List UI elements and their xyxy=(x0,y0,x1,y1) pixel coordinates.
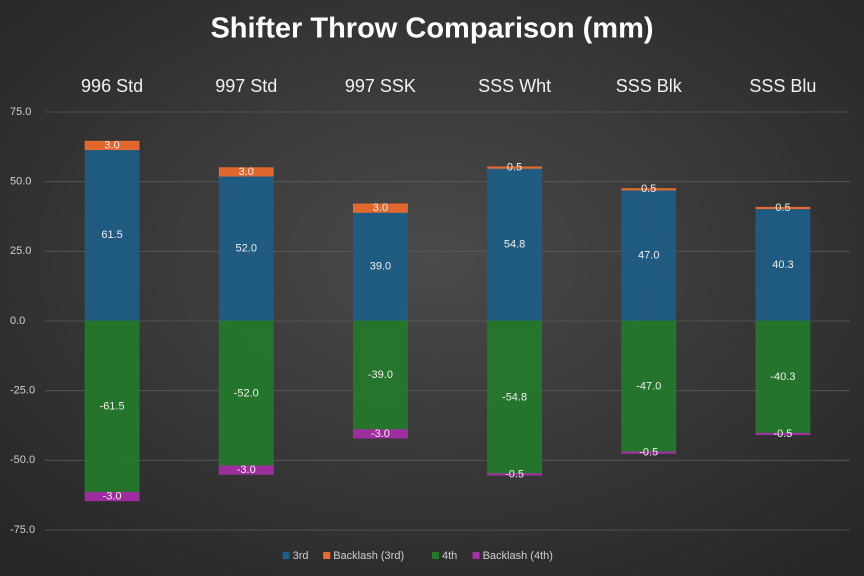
category-label: SSS Wht xyxy=(478,76,551,96)
bar-segment xyxy=(218,320,274,467)
data-label: 54.8 xyxy=(504,239,525,251)
data-label: 39.0 xyxy=(370,261,391,273)
bar-segment xyxy=(353,320,408,431)
bar-segment xyxy=(353,429,408,439)
bar-segment xyxy=(755,208,811,322)
legend-swatch xyxy=(282,552,290,559)
data-label: -61.5 xyxy=(100,401,125,413)
bar-segment xyxy=(487,320,542,475)
y-tick-label: 75.0 xyxy=(10,106,31,118)
data-label: 61.5 xyxy=(101,229,122,241)
data-label: 47.0 xyxy=(638,249,659,261)
bar-segment xyxy=(84,320,140,493)
bar-segment xyxy=(755,206,811,210)
data-label: -52.0 xyxy=(234,387,259,399)
category-label: SSS Blk xyxy=(616,76,683,96)
legend-label: 3rd xyxy=(293,550,309,562)
category-label: SSS Blu xyxy=(749,76,816,96)
category-label: 997 SSK xyxy=(345,76,416,96)
data-label: 52.0 xyxy=(236,242,257,254)
bar-segment xyxy=(487,166,542,169)
y-tick-label: -25.0 xyxy=(10,385,35,397)
data-label: -47.0 xyxy=(636,380,661,392)
legend-swatch xyxy=(472,552,480,559)
data-label: -39.0 xyxy=(368,369,393,381)
data-label: 0.5 xyxy=(775,202,790,214)
data-label: 3.0 xyxy=(239,166,254,178)
bar-segment xyxy=(84,491,140,502)
data-label: -0.5 xyxy=(773,428,792,440)
data-label: 3.0 xyxy=(104,139,119,151)
data-label: -0.5 xyxy=(639,447,658,459)
legend-label: Backlash (3rd) xyxy=(333,550,404,562)
bar-segment xyxy=(487,473,542,476)
data-label: 0.5 xyxy=(641,183,656,195)
bar-segment xyxy=(621,189,677,322)
legend-label: 4th xyxy=(442,550,457,562)
bar-segment xyxy=(84,140,140,151)
data-label: -3.0 xyxy=(237,464,256,476)
data-label: -40.3 xyxy=(770,371,795,383)
y-tick-label: 50.0 xyxy=(10,176,31,188)
data-label: 3.0 xyxy=(373,202,388,214)
bar-segment xyxy=(755,320,811,434)
data-label: -54.8 xyxy=(502,391,527,403)
bar-segment xyxy=(755,432,811,436)
bar-segment xyxy=(487,167,542,322)
data-label: 40.3 xyxy=(772,259,793,271)
legend-label: Backlash (4th) xyxy=(483,550,553,562)
legend-swatch xyxy=(323,552,331,559)
bar-segment xyxy=(353,203,408,213)
y-tick-label: 0.0 xyxy=(10,315,25,327)
category-label: 997 Std xyxy=(215,76,277,96)
legend-swatch xyxy=(432,552,439,559)
data-label: -3.0 xyxy=(103,490,122,502)
bar-segment xyxy=(621,188,677,191)
y-tick-label: 25.0 xyxy=(10,245,31,257)
data-label: -0.5 xyxy=(505,468,524,480)
data-label: 0.5 xyxy=(507,162,522,174)
y-tick-label: -75.0 xyxy=(10,524,35,536)
bar-segment xyxy=(218,465,274,475)
category-label: 996 Std xyxy=(81,76,143,96)
bar-segment xyxy=(621,451,677,454)
y-tick-label: -50.0 xyxy=(10,454,35,466)
bar-segment xyxy=(218,167,274,177)
chart-title: Shifter Throw Comparison (mm) xyxy=(210,13,653,45)
data-label: -3.0 xyxy=(371,428,390,440)
